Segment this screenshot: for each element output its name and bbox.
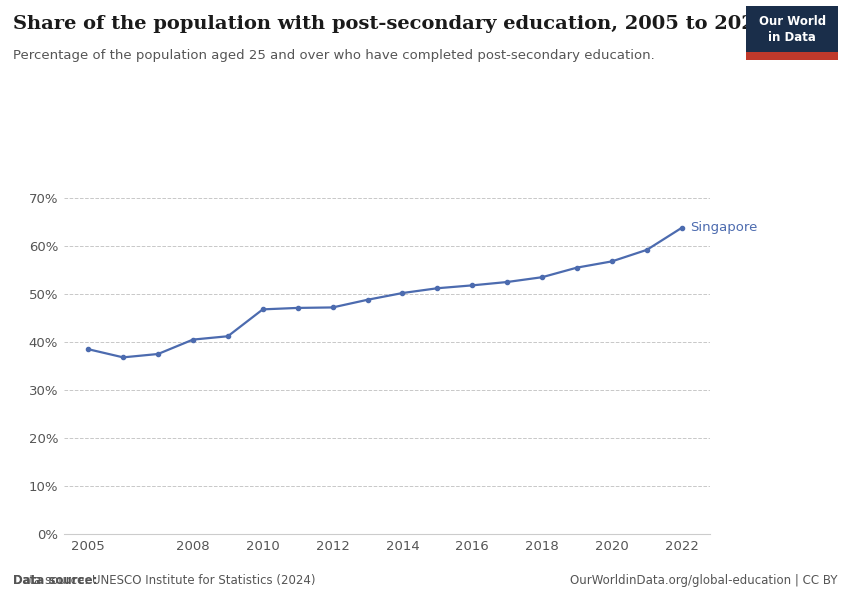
Text: Percentage of the population aged 25 and over who have completed post-secondary : Percentage of the population aged 25 and… — [13, 49, 654, 62]
Text: OurWorldinData.org/global-education | CC BY: OurWorldinData.org/global-education | CC… — [570, 574, 837, 587]
Text: Share of the population with post-secondary education, 2005 to 2022: Share of the population with post-second… — [13, 15, 768, 33]
Text: Data source: UNESCO Institute for Statistics (2024): Data source: UNESCO Institute for Statis… — [13, 574, 315, 587]
Text: Data source:: Data source: — [13, 574, 97, 587]
Text: Our World
in Data: Our World in Data — [759, 14, 825, 44]
Text: Singapore: Singapore — [690, 221, 758, 234]
